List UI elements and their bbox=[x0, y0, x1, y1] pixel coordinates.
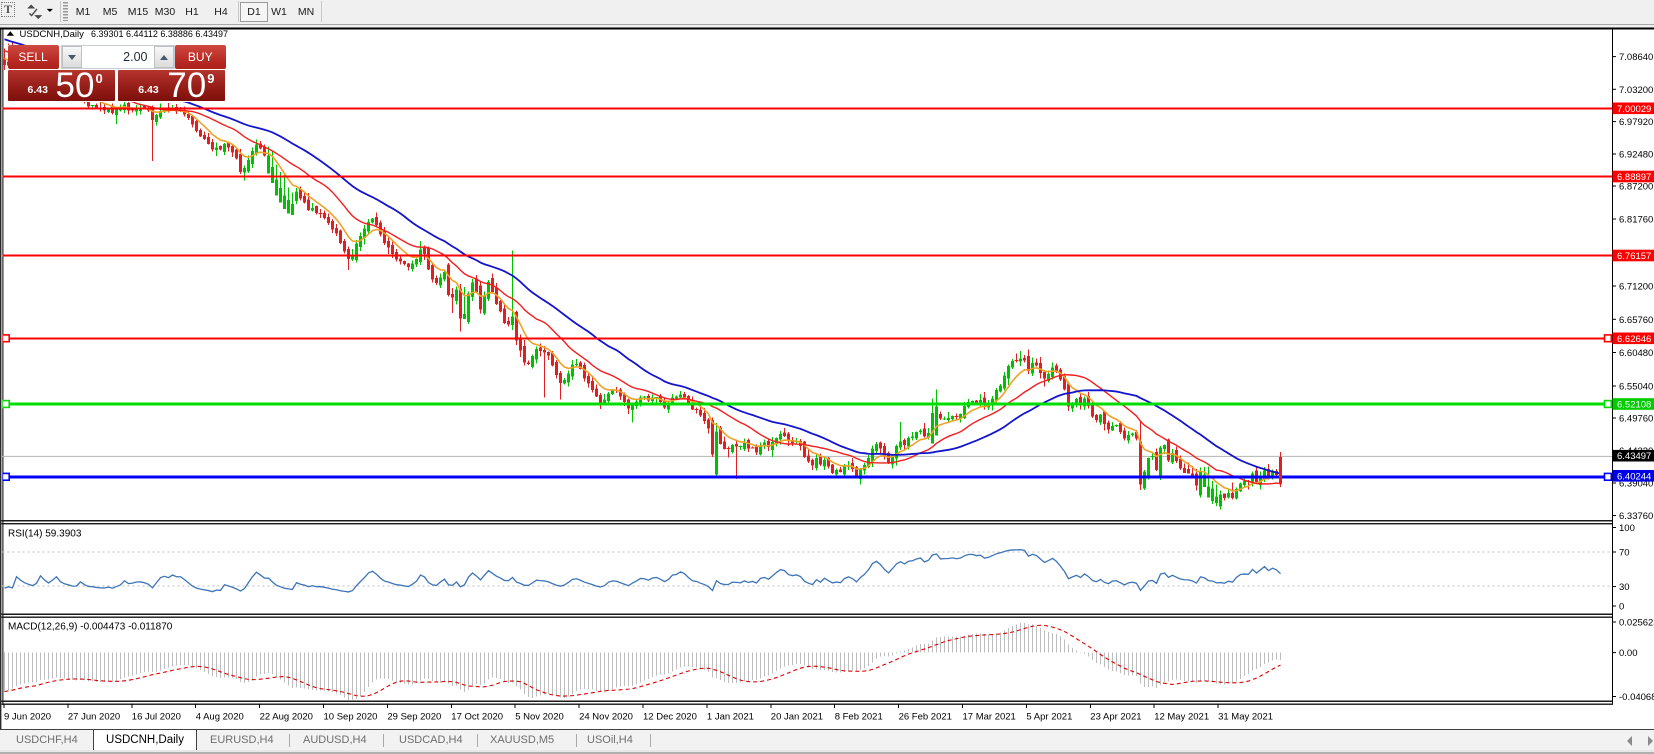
svg-text:16 Jul 2020: 16 Jul 2020 bbox=[132, 712, 181, 723]
svg-text:30: 30 bbox=[1619, 582, 1630, 593]
svg-text:6.62646: 6.62646 bbox=[1617, 334, 1651, 345]
svg-text:7.03200: 7.03200 bbox=[1619, 85, 1653, 96]
svg-text:6.33760: 6.33760 bbox=[1619, 511, 1653, 522]
svg-text:20 Jan 2021: 20 Jan 2021 bbox=[771, 712, 823, 723]
svg-text:7.00029: 7.00029 bbox=[1617, 104, 1651, 115]
svg-text:10 Sep 2020: 10 Sep 2020 bbox=[324, 712, 378, 723]
svg-text:0: 0 bbox=[1619, 602, 1624, 613]
svg-text:26 Feb 2021: 26 Feb 2021 bbox=[899, 712, 952, 723]
svg-text:4 Aug 2020: 4 Aug 2020 bbox=[196, 712, 244, 723]
svg-text:8 Feb 2021: 8 Feb 2021 bbox=[835, 712, 883, 723]
svg-text:9 Jun 2020: 9 Jun 2020 bbox=[4, 712, 51, 723]
svg-text:27 Jun 2020: 27 Jun 2020 bbox=[68, 712, 120, 723]
svg-text:6.60480: 6.60480 bbox=[1619, 348, 1653, 359]
svg-text:23 Apr 2021: 23 Apr 2021 bbox=[1090, 712, 1141, 723]
svg-text:17 Mar 2021: 17 Mar 2021 bbox=[963, 712, 1016, 723]
svg-text:6.39040: 6.39040 bbox=[1619, 479, 1653, 490]
svg-text:MACD(12,26,9) -0.004473 -0.011: MACD(12,26,9) -0.004473 -0.011870 bbox=[8, 622, 173, 633]
svg-text:6.76157: 6.76157 bbox=[1617, 251, 1651, 262]
svg-text:6.97920: 6.97920 bbox=[1619, 117, 1653, 128]
svg-text:29 Sep 2020: 29 Sep 2020 bbox=[387, 712, 441, 723]
svg-text:6.88897: 6.88897 bbox=[1617, 172, 1651, 183]
svg-text:0.025623: 0.025623 bbox=[1619, 618, 1654, 629]
svg-text:7.08640: 7.08640 bbox=[1619, 52, 1653, 63]
svg-text:6.87200: 6.87200 bbox=[1619, 182, 1653, 193]
svg-text:17 Oct 2020: 17 Oct 2020 bbox=[451, 712, 503, 723]
svg-text:6.92480: 6.92480 bbox=[1619, 150, 1653, 161]
svg-text:5 Apr 2021: 5 Apr 2021 bbox=[1026, 712, 1072, 723]
svg-text:24 Nov 2020: 24 Nov 2020 bbox=[579, 712, 633, 723]
svg-text:12 Dec 2020: 12 Dec 2020 bbox=[643, 712, 697, 723]
svg-text:RSI(14) 59.3903: RSI(14) 59.3903 bbox=[8, 529, 82, 540]
svg-text:6.81760: 6.81760 bbox=[1619, 215, 1653, 226]
svg-text:6.40244: 6.40244 bbox=[1617, 471, 1651, 482]
svg-text:5 Nov 2020: 5 Nov 2020 bbox=[515, 712, 564, 723]
svg-text:6.52108: 6.52108 bbox=[1617, 400, 1651, 411]
svg-text:6.49760: 6.49760 bbox=[1619, 414, 1653, 425]
svg-text:0.00: 0.00 bbox=[1619, 648, 1638, 659]
svg-text:100: 100 bbox=[1619, 523, 1635, 534]
svg-text:6.43497: 6.43497 bbox=[1617, 451, 1651, 462]
svg-text:70: 70 bbox=[1619, 548, 1630, 559]
svg-text:6.55040: 6.55040 bbox=[1619, 382, 1653, 393]
svg-text:1 Jan 2021: 1 Jan 2021 bbox=[707, 712, 754, 723]
svg-text:6.71200: 6.71200 bbox=[1619, 282, 1653, 293]
svg-text:12 May 2021: 12 May 2021 bbox=[1154, 712, 1209, 723]
svg-text:22 Aug 2020: 22 Aug 2020 bbox=[260, 712, 313, 723]
svg-text:31 May 2021: 31 May 2021 bbox=[1218, 712, 1273, 723]
svg-text:6.65760: 6.65760 bbox=[1619, 315, 1653, 326]
